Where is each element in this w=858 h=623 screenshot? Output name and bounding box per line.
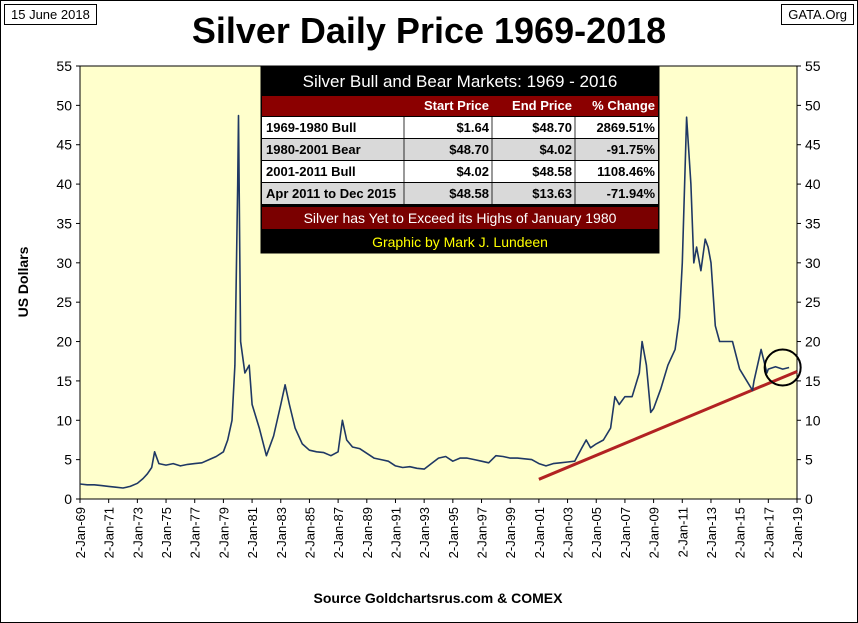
x-tick-label: 2-Jan-19 xyxy=(790,507,805,558)
x-tick-label: 2-Jan-69 xyxy=(73,507,88,558)
y-tick-label-left: 30 xyxy=(56,255,72,271)
y-tick-label-left: 5 xyxy=(64,452,72,468)
x-tick-label: 2-Jan-13 xyxy=(704,507,719,558)
x-tick-label: 2-Jan-83 xyxy=(274,507,289,558)
x-tick-label: 2-Jan-79 xyxy=(216,507,231,558)
y-axis-left: 0 5 10 15 20 25 30 35 40 45 50 55 xyxy=(56,58,80,507)
x-tick-label: 2-Jan-75 xyxy=(159,507,174,558)
x-tick-label: 2-Jan-17 xyxy=(761,507,776,558)
source-tag: GATA.Org xyxy=(781,4,854,25)
bull-bear-table: Silver Bull and Bear Markets: 1969 - 201… xyxy=(260,66,660,254)
x-tick-label: 2-Jan-03 xyxy=(561,507,576,558)
chart-title: Silver Daily Price 1969-2018 xyxy=(191,10,667,51)
table-row xyxy=(262,139,658,160)
y-tick-label-left: 20 xyxy=(56,334,72,350)
banner-text: Silver has Yet to Exceed its Highs of Ja… xyxy=(304,210,617,226)
table-row xyxy=(262,183,658,204)
table-cell: $48.70 xyxy=(532,120,572,135)
y-tick-label-left: 15 xyxy=(56,373,72,389)
table-cell: 1980-2001 Bear xyxy=(266,142,361,157)
y-tick-label-right: 25 xyxy=(805,294,821,310)
x-tick-label: 2-Jan-05 xyxy=(589,507,604,558)
table-cell: $1.64 xyxy=(456,120,489,135)
table-cell: $48.70 xyxy=(449,142,489,157)
y-axis-label: US Dollars xyxy=(15,246,31,317)
x-tick-label: 2-Jan-07 xyxy=(618,507,633,558)
y-tick-label-right: 35 xyxy=(805,215,821,231)
x-tick-label: 2-Jan-97 xyxy=(475,507,490,558)
y-tick-label-left: 55 xyxy=(56,58,72,74)
table-cell: $48.58 xyxy=(532,164,572,179)
credit-text: Graphic by Mark J. Lundeen xyxy=(372,234,548,250)
y-tick-label-right: 10 xyxy=(805,412,821,428)
table-cell: 1108.46% xyxy=(597,164,655,179)
y-tick-label-right: 55 xyxy=(805,58,821,74)
y-tick-label-left: 50 xyxy=(56,97,72,113)
y-tick-label-left: 40 xyxy=(56,176,72,192)
x-tick-label: 2-Jan-85 xyxy=(302,507,317,558)
y-tick-label-right: 40 xyxy=(805,176,821,192)
y-tick-label-right: 15 xyxy=(805,373,821,389)
price-series-line xyxy=(79,114,790,489)
x-tick-label: 2-Jan-91 xyxy=(388,507,403,558)
y-tick-label-right: 30 xyxy=(805,255,821,271)
table-cell: $13.63 xyxy=(532,186,572,201)
y-tick-label-right: 0 xyxy=(805,491,813,507)
highlight-circle xyxy=(763,348,802,387)
x-tick-label: 2-Jan-77 xyxy=(188,507,203,558)
x-tick-label: 2-Jan-93 xyxy=(417,507,432,558)
x-tick-label: 2-Jan-11 xyxy=(675,507,690,557)
y-tick-label-left: 0 xyxy=(64,491,72,507)
table-header-row xyxy=(262,96,658,116)
y-tick-label-right: 20 xyxy=(805,334,821,350)
y-tick-label-left: 25 xyxy=(56,294,72,310)
table-cell: $4.02 xyxy=(456,164,489,179)
y-tick-label-left: 45 xyxy=(56,137,72,153)
y-tick-label-left: 35 xyxy=(56,215,72,231)
x-tick-label: 2-Jan-71 xyxy=(102,507,117,558)
y-tick-label-right: 50 xyxy=(805,97,821,113)
date-label: 15 June 2018 xyxy=(4,4,97,25)
x-tick-label: 2-Jan-01 xyxy=(532,507,547,558)
x-tick-label: 2-Jan-95 xyxy=(446,507,461,558)
table-row xyxy=(262,161,658,182)
table-title: Silver Bull and Bear Markets: 1969 - 201… xyxy=(303,72,618,91)
x-tick-label: 2-Jan-87 xyxy=(331,507,346,558)
x-tick-label: 2-Jan-89 xyxy=(360,507,375,558)
x-tick-label: 2-Jan-81 xyxy=(245,507,260,558)
x-tick-label: 2-Jan-15 xyxy=(733,507,748,558)
y-tick-label-right: 5 xyxy=(805,452,813,468)
table-cell: $4.02 xyxy=(539,142,572,157)
table-cell: Apr 2011 to Dec 2015 xyxy=(266,186,396,201)
table-cell: 2869.51% xyxy=(596,120,655,135)
x-tick-label: 2-Jan-09 xyxy=(647,507,662,558)
banner-background xyxy=(262,207,658,229)
table-cell: -91.75% xyxy=(607,142,656,157)
table-cell: $48.58 xyxy=(449,186,489,201)
trend-line xyxy=(538,370,798,481)
y-tick-label-left: 10 xyxy=(56,412,72,428)
x-tick-label: 2-Jan-73 xyxy=(130,507,145,558)
table-row xyxy=(262,117,658,138)
column-header-pct-change: % Change xyxy=(592,98,655,113)
column-header-start-price: Start Price xyxy=(424,98,489,113)
y-tick-label-right: 45 xyxy=(805,137,821,153)
x-axis-label: Source Goldchartsrus.com & COMEX xyxy=(314,590,564,606)
table-cell: 2001-2011 Bull xyxy=(266,164,356,179)
x-tick-label: 2-Jan-99 xyxy=(503,507,518,558)
x-axis: 2-Jan-69 2-Jan-71 2-Jan-73 2-Jan-75 2-Jan-77… xyxy=(73,499,805,558)
table-cell: 1969-1980 Bull xyxy=(266,120,356,135)
y-axis-right: 0 5 10 15 20 25 30 35 40 45 50 55 xyxy=(797,58,821,507)
table-cell: -71.94% xyxy=(607,186,656,201)
column-header-end-price: End Price xyxy=(512,98,572,113)
